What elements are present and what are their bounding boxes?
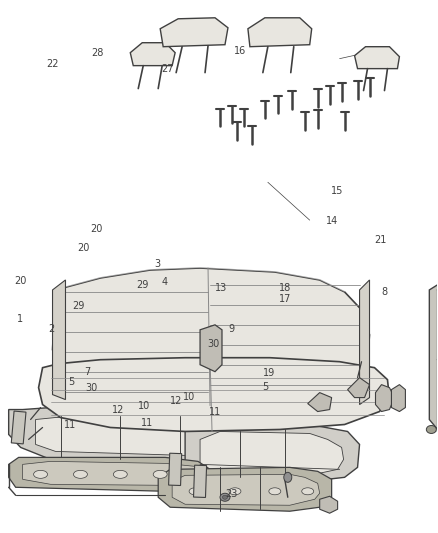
Polygon shape [9, 408, 255, 464]
Ellipse shape [153, 470, 167, 478]
Text: 1: 1 [17, 313, 23, 324]
Ellipse shape [220, 493, 230, 501]
Text: 10: 10 [183, 392, 195, 402]
Text: 13: 13 [215, 282, 227, 293]
Ellipse shape [426, 425, 436, 433]
Polygon shape [194, 465, 207, 497]
Text: 20: 20 [91, 224, 103, 235]
Text: 8: 8 [381, 287, 387, 297]
Ellipse shape [229, 488, 241, 495]
Ellipse shape [269, 488, 281, 495]
Text: 2: 2 [48, 324, 54, 334]
Polygon shape [248, 18, 312, 47]
Ellipse shape [34, 470, 48, 478]
Text: 9: 9 [228, 324, 234, 334]
Polygon shape [158, 467, 332, 511]
Text: 5: 5 [262, 382, 268, 392]
Polygon shape [172, 474, 320, 505]
Text: 12: 12 [112, 405, 124, 415]
Polygon shape [56, 255, 350, 292]
Text: 22: 22 [46, 59, 58, 69]
Text: 11: 11 [141, 418, 154, 427]
Text: 10: 10 [138, 401, 150, 411]
Text: 12: 12 [170, 397, 182, 407]
Polygon shape [375, 385, 395, 411]
Polygon shape [392, 385, 406, 411]
Text: 29: 29 [136, 280, 149, 290]
Text: 30: 30 [208, 338, 220, 349]
Polygon shape [130, 43, 175, 66]
Polygon shape [23, 462, 198, 486]
Polygon shape [53, 280, 66, 400]
Polygon shape [39, 358, 389, 432]
Polygon shape [9, 457, 210, 491]
Ellipse shape [223, 495, 227, 499]
Polygon shape [200, 325, 222, 372]
Text: 30: 30 [85, 383, 98, 393]
Text: 5: 5 [68, 377, 74, 387]
Text: 20: 20 [78, 243, 90, 253]
Ellipse shape [74, 470, 88, 478]
Text: 16: 16 [234, 46, 246, 56]
Ellipse shape [113, 470, 127, 478]
Text: 4: 4 [161, 278, 167, 287]
Polygon shape [320, 496, 338, 513]
Polygon shape [355, 47, 399, 69]
Text: 20: 20 [14, 277, 27, 286]
Text: 11: 11 [209, 407, 222, 417]
Polygon shape [200, 432, 343, 475]
Text: 23: 23 [225, 489, 237, 499]
Text: 17: 17 [279, 294, 292, 304]
Text: 29: 29 [72, 301, 85, 311]
Text: 28: 28 [92, 48, 104, 58]
Polygon shape [53, 268, 370, 405]
Ellipse shape [284, 472, 292, 482]
Polygon shape [35, 417, 240, 455]
Text: 21: 21 [374, 235, 387, 245]
Text: 3: 3 [155, 259, 161, 269]
Polygon shape [308, 393, 332, 411]
Polygon shape [185, 424, 360, 481]
Text: 11: 11 [64, 420, 76, 430]
Polygon shape [169, 453, 182, 486]
Ellipse shape [189, 488, 201, 495]
Text: 18: 18 [279, 282, 292, 293]
Text: 7: 7 [84, 367, 90, 377]
Polygon shape [160, 18, 228, 47]
Polygon shape [348, 378, 370, 398]
Text: 27: 27 [161, 64, 174, 74]
Polygon shape [429, 280, 438, 439]
Text: 14: 14 [325, 216, 338, 227]
Polygon shape [360, 280, 370, 405]
Text: 19: 19 [263, 368, 276, 378]
Text: 15: 15 [331, 186, 343, 196]
Polygon shape [11, 411, 26, 444]
Ellipse shape [302, 488, 314, 495]
